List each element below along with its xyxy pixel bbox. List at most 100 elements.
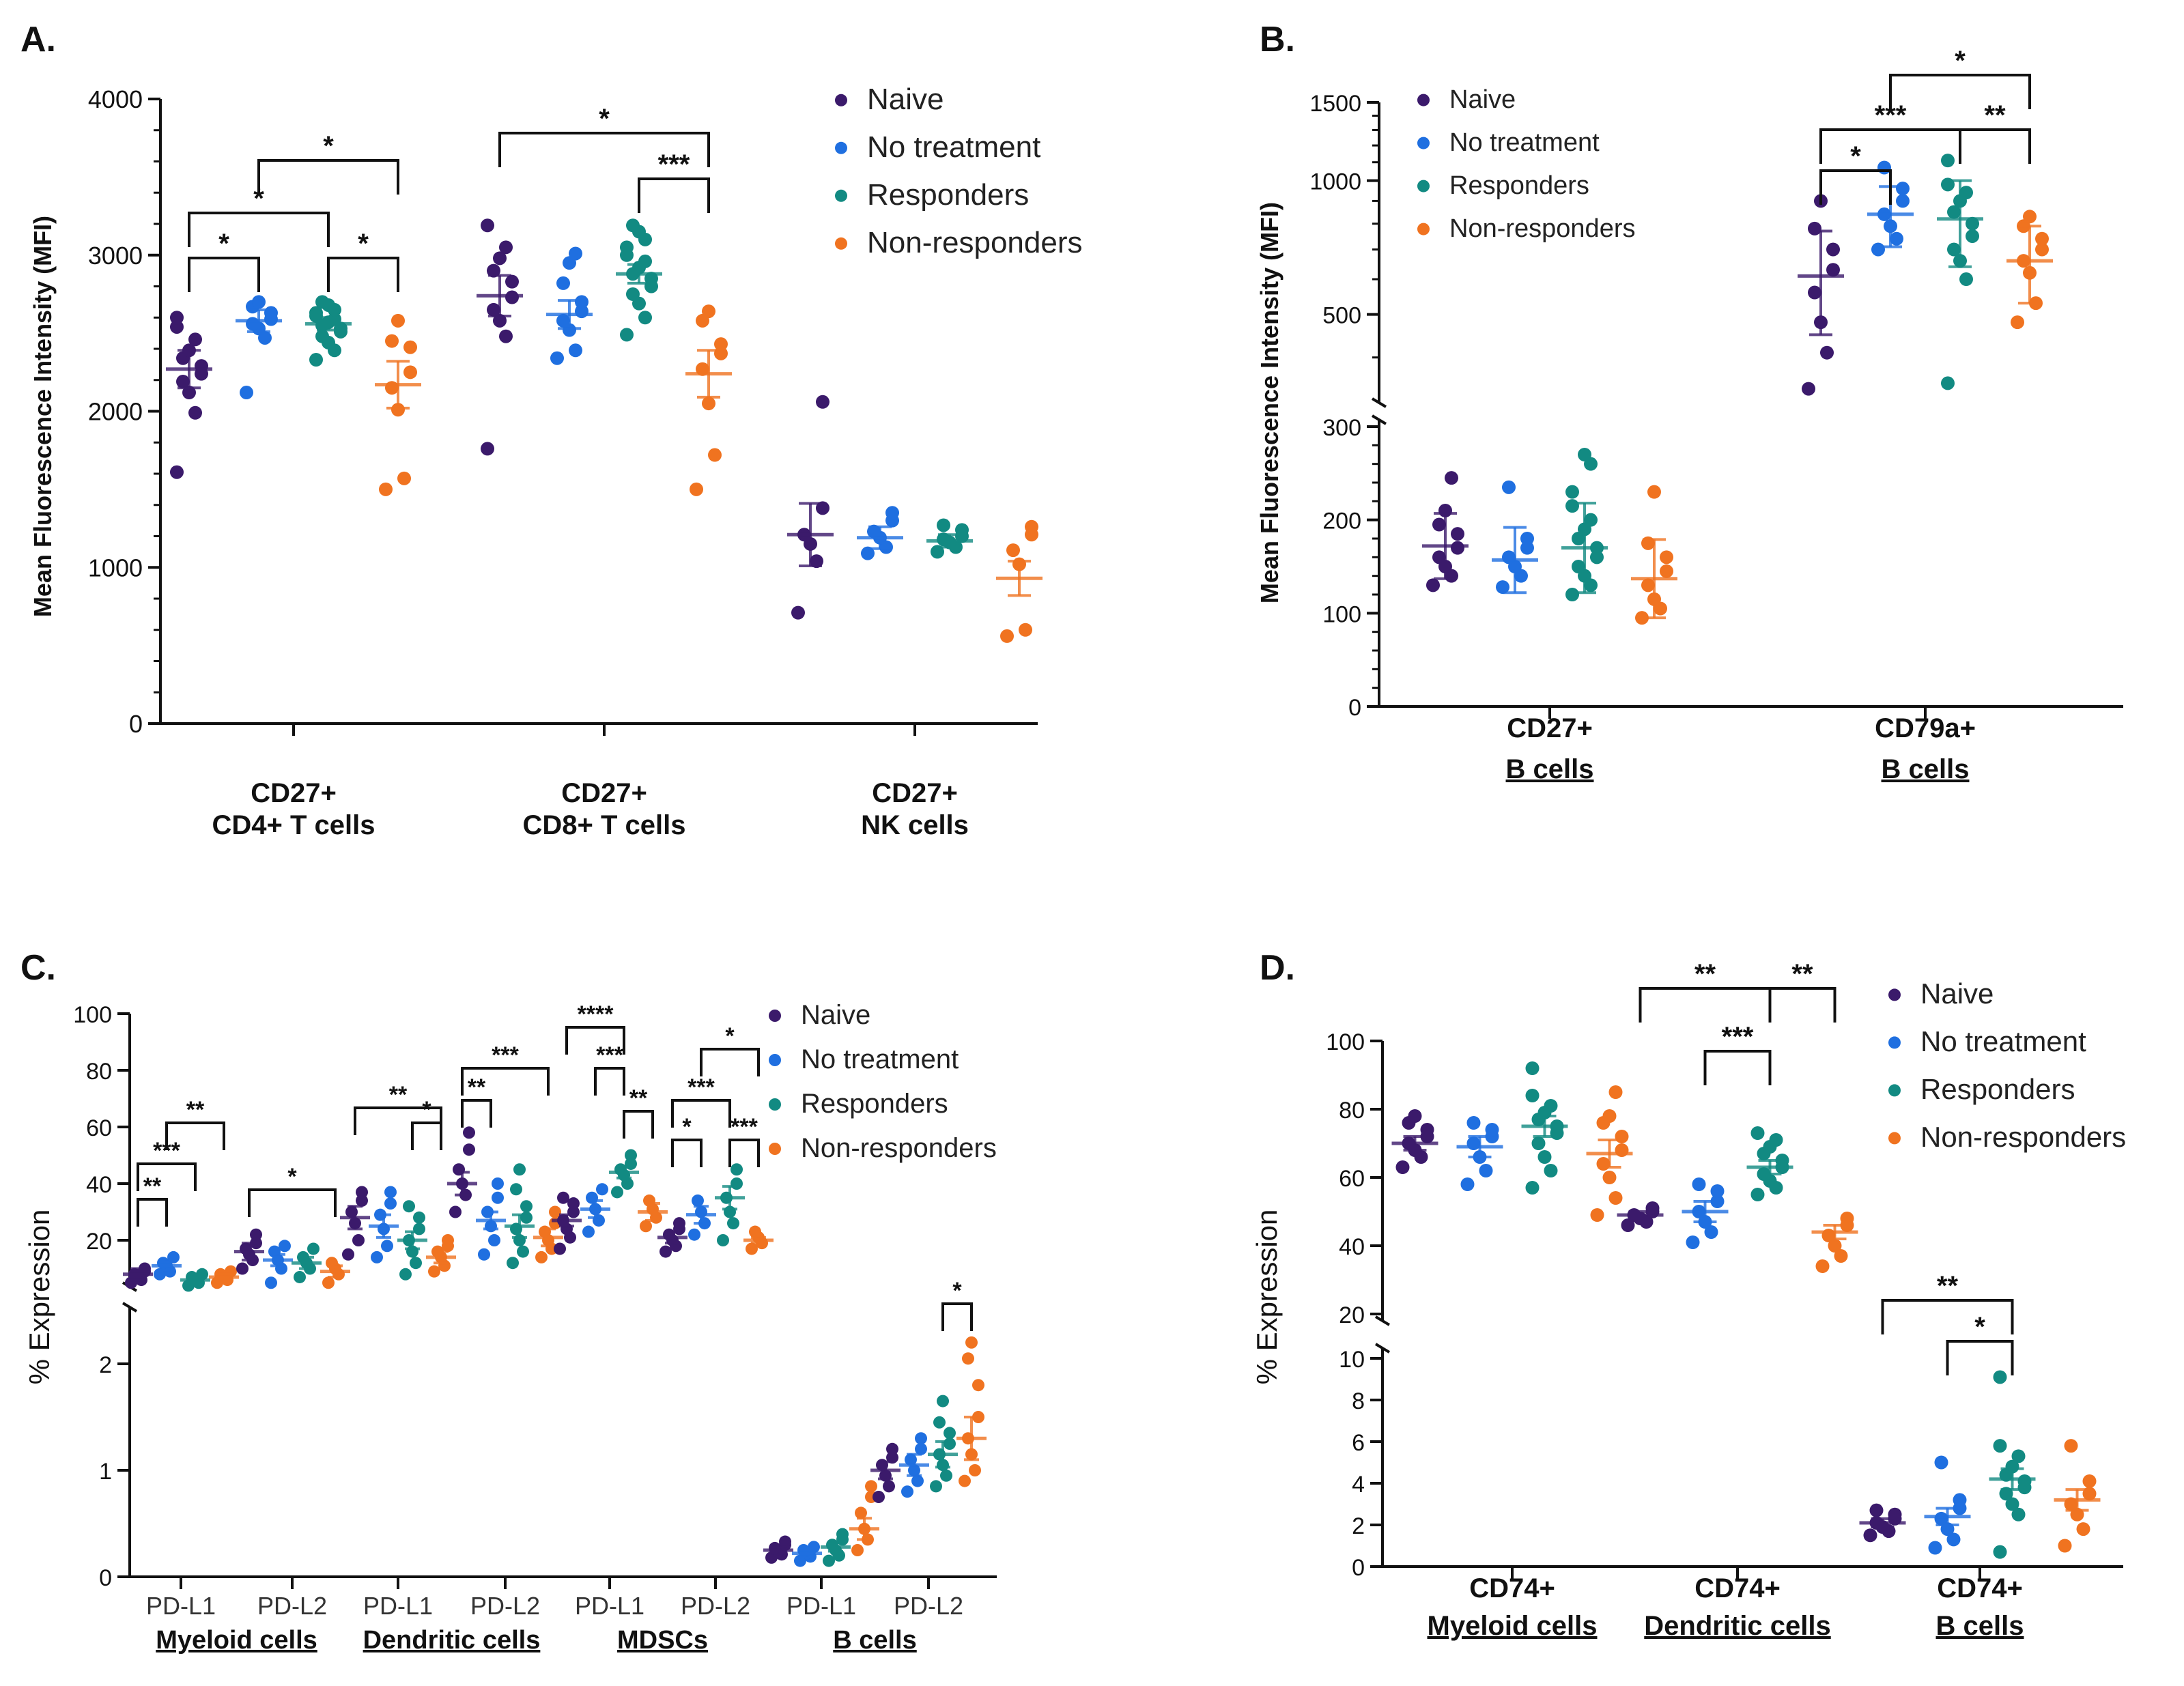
data-point: [567, 1197, 580, 1210]
legend-marker: [1417, 94, 1430, 106]
significance-bracket: [354, 1106, 442, 1135]
data-point: [492, 1191, 504, 1204]
data-point: [294, 1270, 306, 1283]
significance-bracket: [1819, 169, 1892, 205]
x-group-label: B cells: [1936, 1611, 2024, 1641]
data-point: [493, 251, 507, 266]
x-group-label: Myeloid cells: [1428, 1611, 1598, 1641]
y-tick-label: 100: [1322, 601, 1361, 627]
data-point: [1660, 564, 1673, 578]
significance-bracket: [594, 1067, 625, 1096]
data-point: [1710, 1184, 1725, 1198]
x-group-label: CD74+: [1469, 1573, 1555, 1603]
data-point: [1808, 285, 1821, 300]
data-point: [188, 405, 202, 420]
data-point: [517, 1245, 529, 1258]
data-point: [1993, 1370, 2007, 1384]
panel-a: A. 0 1000 2000 3000 4000 Mean Fluorescence Int…: [20, 20, 1083, 840]
data-point: [391, 403, 405, 417]
x-group-label: B cells: [833, 1626, 917, 1655]
legend-label: No treatment: [1920, 1025, 2086, 1057]
data-point: [702, 304, 715, 319]
data-point: [873, 1491, 885, 1503]
data-point: [1946, 1532, 1961, 1547]
x-group-label: B cells: [1506, 754, 1594, 784]
y-tick-label: 2: [99, 1352, 112, 1378]
data-point: [236, 1262, 249, 1275]
x-tick-label: PD-L1: [786, 1592, 856, 1620]
data-point: [937, 518, 950, 532]
data-point: [1953, 1493, 1967, 1507]
data-point: [1479, 1164, 1493, 1177]
legend-label: Non-responders: [801, 1133, 997, 1163]
data-point: [2058, 1539, 2072, 1553]
significance-bracket: [188, 257, 260, 292]
significance-label: **: [143, 1173, 162, 1199]
significance-label: ***: [687, 1074, 715, 1100]
data-point: [1802, 382, 1815, 396]
data-point: [492, 1177, 504, 1190]
data-point: [442, 1234, 454, 1246]
data-point: [352, 1234, 365, 1246]
data-point: [1941, 376, 1955, 390]
data-point: [727, 1217, 739, 1230]
data-point: [1006, 543, 1020, 558]
significance-bracket: [671, 1139, 703, 1167]
data-point: [2011, 1507, 2026, 1521]
data-point: [1704, 1225, 1718, 1239]
data-point: [1395, 1160, 1410, 1174]
data-point: [1000, 629, 1014, 643]
data-point: [428, 1265, 440, 1278]
y-tick-label: 20: [86, 1229, 112, 1255]
significance-bracket: [188, 212, 330, 247]
significance-bracket: [327, 257, 399, 292]
y-tick-label: 100: [73, 1002, 112, 1028]
x-tick-label: PD-L1: [575, 1592, 644, 1620]
significance-bracket: [1946, 1340, 2014, 1375]
data-point: [2035, 242, 2049, 257]
data-point: [487, 302, 500, 317]
data-point: [322, 1276, 335, 1289]
data-point: [714, 337, 728, 352]
data-point: [1896, 194, 1910, 208]
axis-break-mark: [122, 1302, 138, 1313]
y-tick-label: 3000: [88, 242, 143, 270]
data-point: [1641, 578, 1655, 592]
data-point: [315, 329, 329, 343]
data-point: [379, 482, 393, 496]
data-point: [1019, 623, 1032, 637]
data-point: [823, 1554, 835, 1567]
data-point: [940, 1469, 952, 1482]
x-group-label: CD79a+: [1875, 713, 1976, 743]
data-point: [2064, 1439, 2078, 1453]
data-point: [1408, 1109, 1422, 1123]
data-point: [930, 1480, 942, 1493]
data-point: [550, 351, 564, 365]
significance-bracket: [461, 1067, 550, 1096]
legend-label: Naive: [1920, 977, 1994, 1010]
data-point: [625, 1149, 637, 1162]
significance-bracket: [411, 1121, 442, 1150]
data-point: [911, 1474, 924, 1487]
data-point: [342, 1248, 354, 1261]
significance-label: **: [389, 1082, 408, 1108]
data-point: [708, 448, 722, 462]
data-point: [1928, 1541, 1942, 1555]
data-point: [505, 274, 519, 289]
data-point: [1420, 1123, 1434, 1137]
y-tick-label: 6: [1352, 1430, 1365, 1456]
legend-label: No treatment: [867, 130, 1040, 164]
x-group-label: Dendritic cells: [1644, 1611, 1830, 1641]
data-point: [836, 1528, 849, 1541]
data-point: [851, 1544, 864, 1556]
significance-label: *: [599, 104, 610, 134]
y-axis-label: Mean Fluorescence Intensity (MFI): [29, 216, 57, 617]
y-tick-label: 0: [1348, 695, 1361, 721]
data-point: [170, 311, 184, 325]
legend-marker: [769, 1010, 781, 1022]
y-tick-label: 40: [86, 1172, 112, 1198]
legend-marker: [1888, 1132, 1901, 1145]
data-point: [556, 276, 570, 290]
x-tick-label: PD-L2: [681, 1592, 750, 1620]
significance-bracket: [1959, 128, 2031, 164]
